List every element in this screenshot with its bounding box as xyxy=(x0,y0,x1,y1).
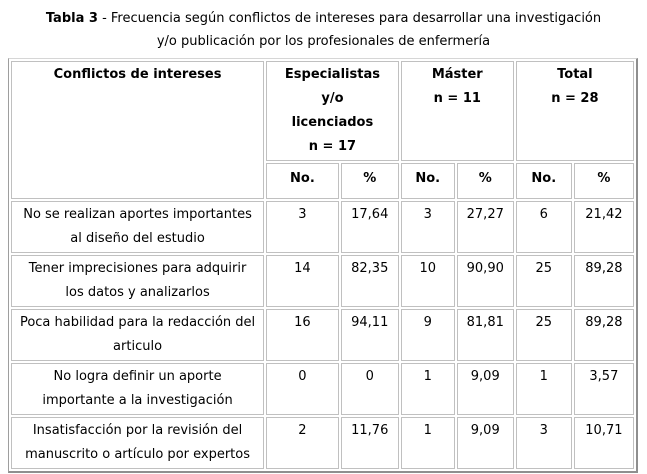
cell-value: 14 xyxy=(266,255,339,307)
cell-value: 0 xyxy=(340,363,399,415)
table-caption-number: Tabla 3 xyxy=(45,11,98,26)
cell-value: 1 xyxy=(515,363,572,415)
table-caption: Tabla 3 - Frecuencia según conflictos de… xyxy=(0,0,647,53)
table-caption-line1: Tabla 3 - Frecuencia según conflictos de… xyxy=(0,7,647,30)
table-header-row: Conflictos de intereses Especialistas y/… xyxy=(11,61,634,199)
table-caption-line2: y/o publicación por los profesionales de… xyxy=(156,34,491,49)
row-label-line: manuscrito o artículo por expertos xyxy=(25,447,251,462)
cell-value: 1 xyxy=(400,417,455,469)
group-header-line: n = 11 xyxy=(433,91,481,106)
subheader-pct-master: % xyxy=(456,163,514,199)
cell-value: 0 xyxy=(266,363,339,415)
frequency-table: Conflictos de intereses Especialistas y/… xyxy=(8,58,638,473)
group-header-line: Total xyxy=(557,67,593,82)
cell-value: 9 xyxy=(400,309,455,361)
table-row: Insatisfacción por la revisión del manus… xyxy=(11,417,634,469)
row-label: Tener imprecisiones para adquirir los da… xyxy=(11,255,265,307)
cell-value: 90,90 xyxy=(456,255,514,307)
row-label: No se realizan aportes importantes al di… xyxy=(11,201,265,253)
table-row: Tener imprecisiones para adquirir los da… xyxy=(11,255,634,307)
cell-value: 10,71 xyxy=(573,417,634,469)
row-label-line: Poca habilidad para la redacción del xyxy=(19,315,256,330)
group-header-line: Máster xyxy=(431,67,483,82)
row-label-line: No se realizan aportes importantes xyxy=(23,207,252,222)
cell-value: 81,81 xyxy=(456,309,514,361)
subheader-no-total: No. xyxy=(515,163,572,199)
row-label: No logra definir un aporte importante a … xyxy=(11,363,265,415)
row-label-line: los datos y analizarlos xyxy=(65,285,210,300)
table-row: No se realizan aportes importantes al di… xyxy=(11,201,634,253)
column-group-especialistas: Especialistas y/o licenciados n = 17 xyxy=(266,61,399,161)
group-header-line: n = 17 xyxy=(308,139,357,154)
row-label: Insatisfacción por la revisión del manus… xyxy=(11,417,265,469)
subheader-no-especialistas: No. xyxy=(266,163,339,199)
cell-value: 25 xyxy=(515,255,572,307)
group-header-line: licenciados xyxy=(291,115,374,130)
row-label-line: Insatisfacción por la revisión del xyxy=(32,423,243,438)
cell-value: 3 xyxy=(400,201,455,253)
cell-value: 21,42 xyxy=(573,201,634,253)
group-header-line: y/o xyxy=(321,91,344,106)
cell-value: 2 xyxy=(266,417,339,469)
cell-value: 25 xyxy=(515,309,572,361)
row-label-line: articulo xyxy=(113,339,163,354)
cell-value: 3 xyxy=(266,201,339,253)
row-label: Poca habilidad para la redacción del art… xyxy=(11,309,265,361)
cell-value: 1 xyxy=(400,363,455,415)
cell-value: 6 xyxy=(515,201,572,253)
cell-value: 89,28 xyxy=(573,255,634,307)
column-group-total: Total n = 28 xyxy=(515,61,634,161)
table-caption-text: - Frecuencia según conflictos de interes… xyxy=(97,11,602,26)
table-row: No logra definir un aporte importante a … xyxy=(11,363,634,415)
cell-value: 82,35 xyxy=(340,255,399,307)
cell-value: 3 xyxy=(515,417,572,469)
cell-value: 17,64 xyxy=(340,201,399,253)
cell-value: 9,09 xyxy=(456,363,514,415)
table-subheader-row: No. % No. % No. % xyxy=(11,163,634,199)
cell-value: 3,57 xyxy=(573,363,634,415)
group-header-line: Especialistas xyxy=(284,67,380,82)
column-header-conflictos: Conflictos de intereses xyxy=(11,61,265,199)
cell-value: 9,09 xyxy=(456,417,514,469)
row-label-line: al diseño del estudio xyxy=(70,231,205,246)
subheader-no-master: No. xyxy=(400,163,455,199)
subheader-pct-total: % xyxy=(573,163,634,199)
cell-value: 27,27 xyxy=(456,201,514,253)
cell-value: 10 xyxy=(400,255,455,307)
row-label-line: No logra definir un aporte xyxy=(53,369,222,384)
row-label-line: Tener imprecisiones para adquirir xyxy=(28,261,247,276)
table-row: Poca habilidad para la redacción del art… xyxy=(11,309,634,361)
subheader-pct-especialistas: % xyxy=(340,163,399,199)
cell-value: 11,76 xyxy=(340,417,399,469)
group-header-line: n = 28 xyxy=(551,91,599,106)
cell-value: 16 xyxy=(266,309,339,361)
row-label-line: importante a la investigación xyxy=(42,393,233,408)
cell-value: 89,28 xyxy=(573,309,634,361)
column-group-master: Máster n = 11 xyxy=(400,61,514,161)
cell-value: 94,11 xyxy=(340,309,399,361)
